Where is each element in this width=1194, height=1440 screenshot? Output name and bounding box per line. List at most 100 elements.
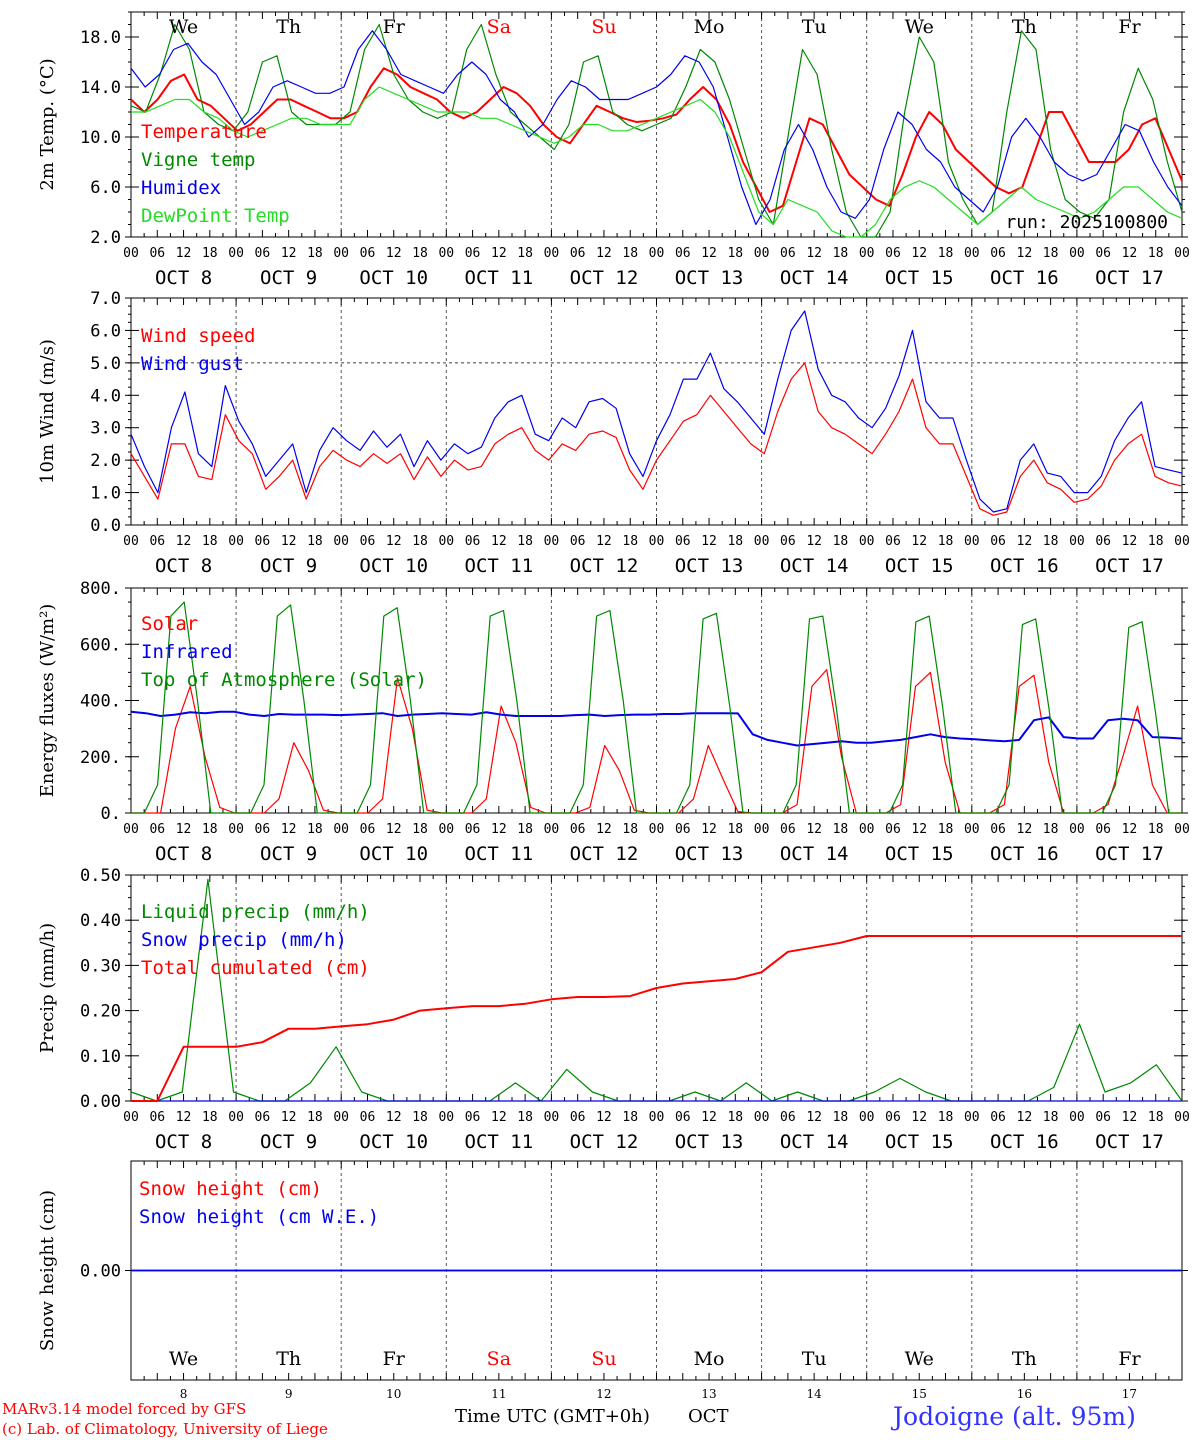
- hour-tick-label: 18: [412, 1110, 428, 1125]
- hour-tick-label: 12: [1017, 246, 1033, 261]
- hour-tick-label: 18: [517, 534, 533, 549]
- hour-tick-label: 00: [544, 822, 560, 837]
- series-line-top-of-atmosphere-solar-: [131, 601, 1182, 814]
- hour-tick-label: 18: [1148, 822, 1164, 837]
- hour-tick-label: 12: [701, 1110, 717, 1125]
- hour-tick-label: 12: [1122, 246, 1138, 261]
- y-tick-label: 0.0: [90, 516, 121, 536]
- hour-tick-label: 12: [596, 1110, 612, 1125]
- date-label: OCT 10: [359, 555, 428, 577]
- hour-tick-label: 00: [754, 1110, 770, 1125]
- hour-tick-label: 18: [202, 822, 218, 837]
- legend-entry: Infrared: [141, 641, 233, 663]
- hour-tick-label: 06: [1095, 246, 1111, 261]
- hour-tick-label: 00: [544, 246, 560, 261]
- hour-tick-label: 06: [255, 1110, 271, 1125]
- y-tick-label: 14.0: [80, 78, 121, 98]
- hour-tick-label: 12: [386, 1110, 402, 1125]
- date-label: OCT 15: [885, 843, 954, 865]
- hour-tick-label: 18: [727, 822, 743, 837]
- legend-entry: Solar: [141, 613, 198, 635]
- date-label: OCT 14: [780, 267, 849, 289]
- series-line-dewpoint-temp: [131, 86, 1183, 238]
- y-axis-label: 2m Temp. (°C): [37, 58, 58, 190]
- hour-tick-label: 18: [307, 822, 323, 837]
- hour-tick-label: 12: [911, 822, 927, 837]
- legend-entry: Humidex: [141, 177, 221, 199]
- y-tick-label: 0.40: [80, 911, 121, 931]
- hour-tick-label: 12: [176, 534, 192, 549]
- y-tick-label: 0.20: [80, 1002, 121, 1022]
- hour-tick-label: 12: [176, 246, 192, 261]
- y-tick-label: 800.: [80, 579, 121, 599]
- hour-tick-label: 06: [780, 1110, 796, 1125]
- hour-tick-label: 06: [360, 534, 376, 549]
- date-label: OCT 12: [570, 555, 639, 577]
- y-axis-label: Snow height (cm): [37, 1190, 58, 1351]
- hour-tick-label: 18: [202, 246, 218, 261]
- hour-tick-label: 18: [727, 534, 743, 549]
- hour-tick-label: 12: [281, 1110, 297, 1125]
- hour-tick-label: 00: [228, 534, 244, 549]
- y-tick-label: 600.: [80, 635, 121, 655]
- day-number-label: 16: [1017, 1387, 1032, 1401]
- hour-tick-label: 06: [255, 246, 271, 261]
- hour-tick-label: 18: [833, 534, 849, 549]
- weekday-label: Su: [591, 1348, 616, 1370]
- y-tick-label: 0.30: [80, 956, 121, 976]
- weekday-label: We: [169, 1348, 198, 1370]
- hour-tick-label: 18: [622, 822, 638, 837]
- hour-tick-label: 12: [491, 822, 507, 837]
- hour-tick-label: 12: [491, 246, 507, 261]
- hour-tick-label: 12: [491, 1110, 507, 1125]
- weekday-label: We: [905, 1348, 934, 1370]
- weekday-label: Th: [276, 16, 301, 38]
- date-label: OCT 16: [990, 267, 1059, 289]
- hour-tick-label: 00: [438, 534, 454, 549]
- date-label: OCT 10: [359, 267, 428, 289]
- date-label: OCT 11: [465, 267, 534, 289]
- hour-tick-label: 12: [911, 246, 927, 261]
- hour-tick-label: 06: [465, 246, 481, 261]
- weekday-label: Sa: [487, 16, 511, 38]
- day-number-label: 9: [285, 1387, 293, 1401]
- legend-entry: Temperature: [141, 121, 267, 143]
- date-label: OCT 8: [155, 1131, 212, 1153]
- hour-tick-label: 00: [228, 822, 244, 837]
- series-line-wind-gust: [130, 310, 1183, 513]
- date-label: OCT 16: [990, 843, 1059, 865]
- hour-tick-label: 00: [123, 534, 139, 549]
- hour-tick-label: 06: [149, 246, 165, 261]
- day-number-label: 12: [596, 1387, 611, 1401]
- hour-tick-label: 18: [727, 246, 743, 261]
- legend-entry: Liquid precip (mm/h): [141, 901, 370, 923]
- date-label: OCT 15: [885, 555, 954, 577]
- hour-tick-label: 00: [123, 246, 139, 261]
- hour-tick-label: 18: [622, 534, 638, 549]
- weekday-label: We: [905, 16, 934, 38]
- hour-tick-label: 00: [649, 1110, 665, 1125]
- hour-tick-label: 00: [123, 822, 139, 837]
- hour-tick-label: 18: [833, 822, 849, 837]
- date-label: OCT 11: [465, 843, 534, 865]
- hour-tick-label: 18: [412, 246, 428, 261]
- panel-frame: [130, 587, 1183, 814]
- hour-tick-label: 12: [596, 246, 612, 261]
- hour-tick-label: 12: [281, 534, 297, 549]
- hour-tick-label: 18: [517, 246, 533, 261]
- hour-tick-label: 18: [1148, 246, 1164, 261]
- hour-tick-label: 06: [465, 1110, 481, 1125]
- hour-tick-label: 00: [1069, 246, 1085, 261]
- hour-tick-label: 18: [1148, 1110, 1164, 1125]
- hour-tick-label: 06: [255, 822, 271, 837]
- hour-tick-label: 12: [281, 822, 297, 837]
- footer-lab: (c) Lab. of Climatology, University of L…: [2, 1420, 328, 1438]
- hour-tick-label: 00: [333, 534, 349, 549]
- date-label: OCT 9: [260, 843, 317, 865]
- hour-tick-label: 12: [1017, 1110, 1033, 1125]
- date-label: OCT 13: [675, 555, 744, 577]
- hour-tick-label: 00: [333, 1110, 349, 1125]
- hour-tick-label: 06: [675, 822, 691, 837]
- weekday-label: Su: [591, 16, 616, 38]
- series-line-temperature: [130, 67, 1183, 213]
